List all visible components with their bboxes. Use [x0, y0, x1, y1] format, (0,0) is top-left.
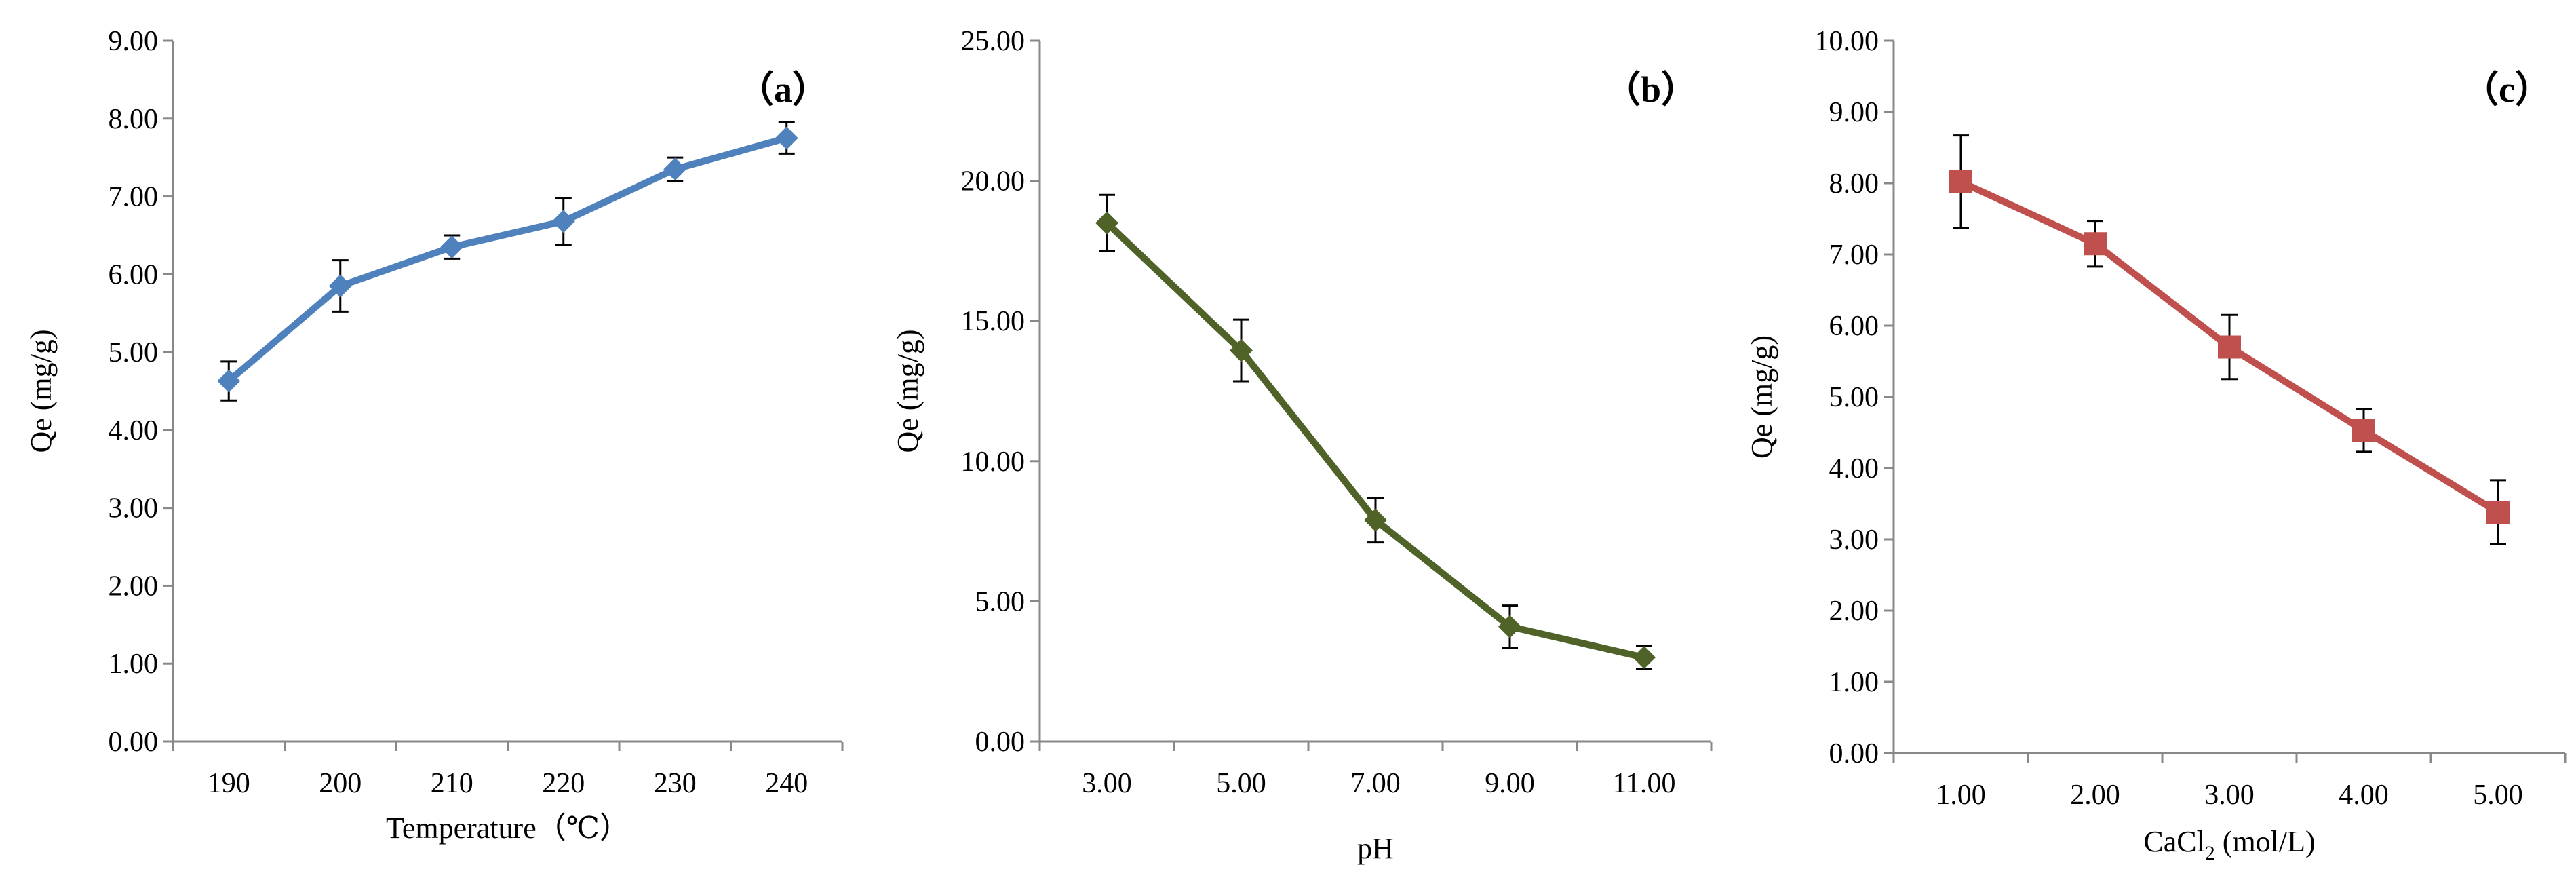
y-tick-label: 8.00 [1829, 168, 1879, 199]
y-tick-label: 25.00 [961, 26, 1026, 57]
x-tick-label: 2.00 [2070, 780, 2120, 811]
y-tick-label: 4.00 [1829, 453, 1879, 484]
data-point-diamond [1498, 615, 1521, 638]
y-tick-label: 10.00 [961, 446, 1026, 478]
x-tick-label: 230 [654, 768, 697, 799]
y-tick-label: 2.00 [109, 571, 159, 602]
x-tick-label: 4.00 [2339, 780, 2389, 811]
x-tick-label: 5.00 [1216, 768, 1266, 799]
x-tick-label: 1.00 [1936, 780, 1986, 811]
x-tick-label: 5.00 [2473, 780, 2523, 811]
x-tick-label: 11.00 [1613, 768, 1676, 799]
y-tick-label: 7.00 [109, 182, 159, 213]
x-axis-title: Temperature（℃） [386, 811, 629, 845]
data-point-diamond [1364, 508, 1387, 532]
data-point-square [1949, 170, 1972, 193]
series-line [227, 134, 788, 384]
panel-label: （c） [2462, 69, 2552, 110]
series-line [1104, 220, 1645, 661]
y-tick-label: 1.00 [1829, 667, 1879, 698]
x-tick-label: 9.00 [1485, 768, 1535, 799]
y-tick-label: 6.00 [1829, 311, 1879, 342]
y-axis-title: Qe (mg/g) [1745, 335, 1778, 459]
data-point-square [2218, 335, 2241, 359]
x-axis-title-subscript: 2 [2205, 842, 2215, 864]
data-point-diamond [328, 274, 352, 298]
y-tick-label: 15.00 [961, 306, 1026, 337]
x-tick-label: 210 [431, 768, 473, 799]
y-axis-title: Qe (mg/g) [891, 329, 924, 453]
y-tick-label: 1.00 [109, 649, 159, 680]
y-tick-label: 20.00 [961, 166, 1026, 197]
y-tick-label: 0.00 [109, 727, 159, 758]
y-tick-label: 3.00 [109, 493, 159, 524]
y-tick-label: 2.00 [1829, 596, 1879, 627]
y-tick-label: 0.00 [1829, 738, 1879, 769]
data-point-diamond [217, 369, 241, 393]
x-tick-label: 200 [319, 768, 362, 799]
data-point-square [2486, 501, 2510, 524]
x-axis-title: CaCl2 (mol/L) [2143, 825, 2315, 864]
x-tick-label: 220 [542, 768, 585, 799]
y-tick-label: 0.00 [975, 727, 1026, 758]
x-tick-label: 240 [765, 768, 808, 799]
y-tick-label: 9.00 [109, 26, 159, 57]
data-point-diamond [663, 157, 687, 181]
y-tick-label: 10.00 [1815, 26, 1879, 57]
y-tick-label: 5.00 [975, 586, 1026, 617]
data-point-diamond [775, 126, 798, 150]
panel-label: （b） [1604, 69, 1698, 110]
y-tick-label: 7.00 [1829, 239, 1879, 271]
data-point-square [2084, 232, 2107, 256]
y-tick-label: 6.00 [109, 259, 159, 290]
data-point-diamond [1095, 211, 1118, 235]
data-point-square [2352, 419, 2375, 442]
x-tick-label: 7.00 [1350, 768, 1401, 799]
data-point-diamond [1633, 646, 1656, 670]
chart-panel-b: 0.00 5.00 10.00 15.00 20.00 25.00 3.00 5.00 7.00… [891, 26, 1713, 865]
chart-panel-c: 0.00 1.00 2.00 3.00 4.00 5.00 6.00 7.00 8.00 9.00… [1745, 26, 2567, 864]
y-tick-label: 5.00 [1829, 382, 1879, 413]
data-point-diamond [440, 235, 464, 259]
x-tick-label: 190 [208, 768, 250, 799]
x-axis-title-part: (mol/L) [2215, 825, 2316, 858]
y-tick-label: 4.00 [109, 415, 159, 446]
x-axis-title: pH [1357, 832, 1394, 865]
x-tick-label: 3.00 [2204, 780, 2255, 811]
y-tick-label: 3.00 [1829, 524, 1879, 556]
y-tick-label: 5.00 [109, 337, 159, 368]
y-axis-title: Qe (mg/g) [24, 329, 58, 453]
panel-label: （a） [737, 69, 829, 110]
y-tick-label: 8.00 [109, 104, 159, 135]
y-tick-label: 9.00 [1829, 97, 1879, 128]
data-point-diamond [1230, 339, 1253, 362]
data-point-diamond [551, 210, 575, 233]
chart-panel-a: 0.00 1.00 2.00 3.00 4.00 5.00 6.00 7.00 8.00 9.00… [24, 26, 844, 845]
x-tick-label: 3.00 [1082, 768, 1132, 799]
x-axis-title-part: CaCl [2143, 825, 2204, 858]
